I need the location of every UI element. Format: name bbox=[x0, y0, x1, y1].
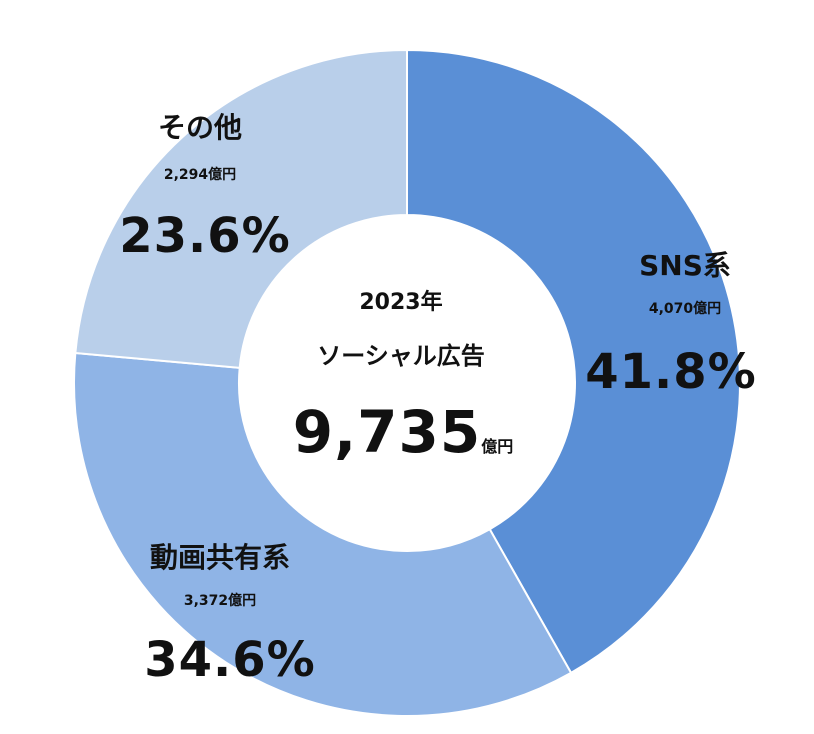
center-total-group: 9,735億円 bbox=[0, 398, 810, 466]
center-title: ソーシャル広告 bbox=[317, 342, 485, 370]
slice-other bbox=[74, 48, 408, 369]
label-sns-name: SNS系 bbox=[639, 249, 731, 282]
label-video-percent: 34.6% bbox=[144, 632, 316, 688]
center-year: 2023年 bbox=[359, 290, 443, 315]
label-video-amount: 3,372億円 bbox=[183, 593, 257, 609]
center-total-unit: 億円 bbox=[481, 437, 514, 456]
label-sns-percent: 41.8% bbox=[585, 344, 757, 400]
label-sns-amount: 4,070億円 bbox=[648, 301, 722, 317]
center-total: 9,735 bbox=[292, 398, 482, 466]
label-other-name: その他 bbox=[157, 111, 242, 144]
slice-sns bbox=[406, 48, 741, 675]
label-other-amount: 2,294億円 bbox=[163, 167, 237, 183]
label-other-percent: 23.6% bbox=[119, 208, 291, 264]
slice-video bbox=[73, 351, 573, 717]
label-video-name: 動画共有系 bbox=[149, 541, 290, 574]
